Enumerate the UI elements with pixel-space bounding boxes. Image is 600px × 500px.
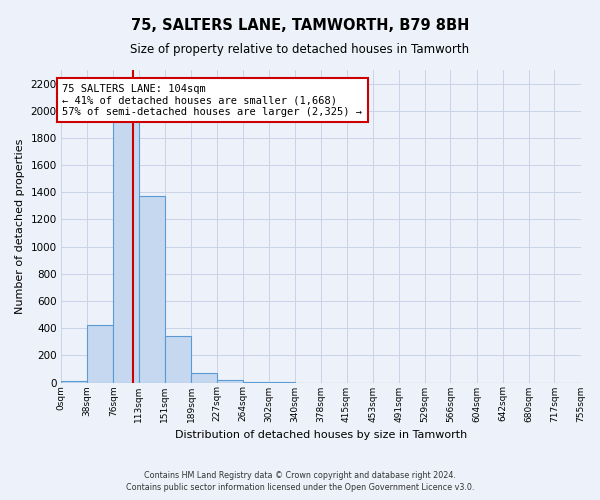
Text: Contains HM Land Registry data © Crown copyright and database right 2024.
Contai: Contains HM Land Registry data © Crown c… [126,471,474,492]
Bar [165,336,191,382]
Bar [87,326,113,382]
Text: Size of property relative to detached houses in Tamworth: Size of property relative to detached ho… [130,42,470,56]
Y-axis label: Number of detached properties: Number of detached properties [15,138,25,314]
Bar [217,380,242,382]
Text: 75, SALTERS LANE, TAMWORTH, B79 8BH: 75, SALTERS LANE, TAMWORTH, B79 8BH [131,18,469,32]
X-axis label: Distribution of detached houses by size in Tamworth: Distribution of detached houses by size … [175,430,467,440]
Bar [191,373,217,382]
Text: 75 SALTERS LANE: 104sqm
← 41% of detached houses are smaller (1,668)
57% of semi: 75 SALTERS LANE: 104sqm ← 41% of detache… [62,84,362,117]
Bar [139,196,165,382]
Bar [113,98,139,383]
